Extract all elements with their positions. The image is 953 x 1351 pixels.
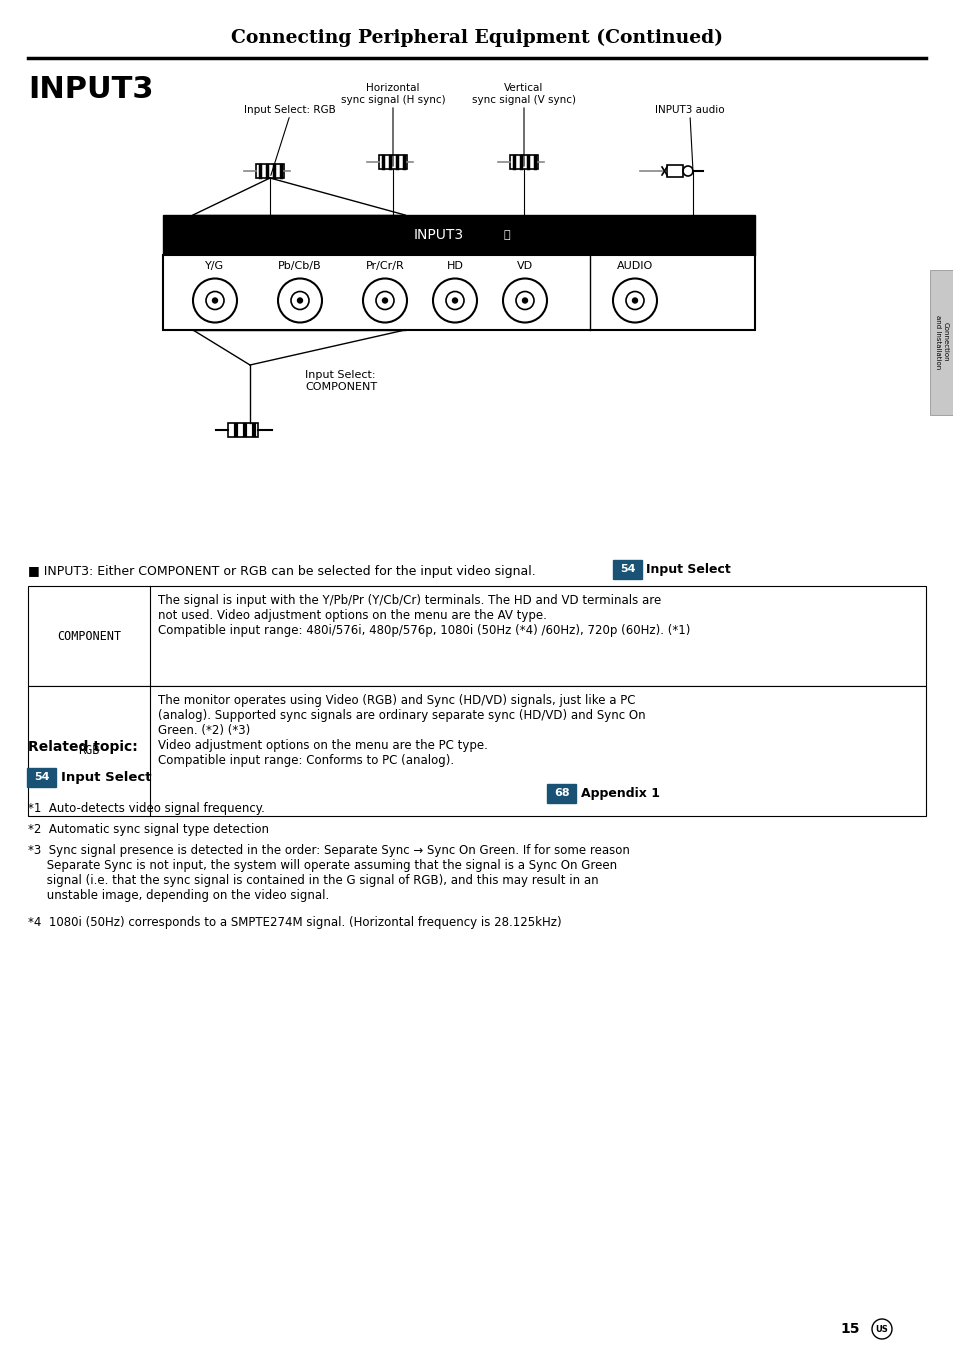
Text: HD: HD [446, 261, 463, 272]
Circle shape [297, 299, 302, 303]
Text: US: US [875, 1324, 887, 1333]
Circle shape [213, 299, 217, 303]
Bar [255, 163, 284, 178]
Text: INPUT3: INPUT3 [414, 228, 463, 242]
Bar [378, 155, 407, 169]
Circle shape [632, 299, 637, 303]
Text: INPUT3 audio: INPUT3 audio [655, 105, 724, 115]
Bar [510, 155, 537, 169]
Text: Input Select: RGB: Input Select: RGB [244, 105, 335, 115]
Text: *3  Sync signal presence is detected in the order: Separate Sync → Sync On Green: *3 Sync signal presence is detected in t… [28, 844, 629, 902]
Text: 68: 68 [554, 788, 569, 798]
Text: The signal is input with the Y/Pb/Pr (Y/Cb/Cr) terminals. The HD and VD terminal: The signal is input with the Y/Pb/Pr (Y/… [158, 594, 690, 638]
Text: VD: VD [517, 261, 533, 272]
Text: Pr/Cr/R: Pr/Cr/R [365, 261, 404, 272]
Bar [929, 270, 953, 415]
Bar [666, 165, 682, 177]
Bar [163, 255, 754, 330]
Text: Y/G: Y/G [205, 261, 224, 272]
Text: RGB: RGB [78, 744, 99, 758]
Text: 54: 54 [34, 771, 50, 782]
Text: Horizontal
sync signal (H sync): Horizontal sync signal (H sync) [340, 84, 445, 105]
Text: Input Select: Input Select [61, 770, 152, 784]
Text: *2  Automatic sync signal type detection: *2 Automatic sync signal type detection [28, 823, 269, 836]
Text: 15: 15 [840, 1323, 859, 1336]
Text: Input Select: Input Select [645, 562, 730, 576]
Text: AUDIO: AUDIO [617, 261, 653, 272]
Text: Appendix 1: Appendix 1 [580, 786, 659, 800]
Text: Input Select:
COMPONENT: Input Select: COMPONENT [305, 370, 376, 392]
Text: The monitor operates using Video (RGB) and Sync (HD/VD) signals, just like a PC
: The monitor operates using Video (RGB) a… [158, 694, 645, 767]
Bar [28, 686, 925, 816]
Text: INPUT3: INPUT3 [28, 76, 153, 104]
Bar [228, 423, 257, 436]
Text: Pb/Cb/B: Pb/Cb/B [278, 261, 321, 272]
Text: 🔒: 🔒 [503, 230, 510, 240]
FancyBboxPatch shape [613, 559, 641, 578]
Text: ■ INPUT3: Either COMPONENT or RGB can be selected for the input video signal.: ■ INPUT3: Either COMPONENT or RGB can be… [28, 565, 536, 578]
Text: 54: 54 [619, 563, 635, 574]
Circle shape [522, 299, 527, 303]
Text: *1  Auto-detects video signal frequency.: *1 Auto-detects video signal frequency. [28, 802, 265, 815]
Bar [163, 215, 754, 255]
Text: Connecting Peripheral Equipment (Continued): Connecting Peripheral Equipment (Continu… [231, 28, 722, 47]
Text: Related topic:: Related topic: [28, 740, 137, 754]
Text: Connection
and Installation: Connection and Installation [935, 315, 947, 369]
FancyBboxPatch shape [547, 784, 576, 802]
FancyBboxPatch shape [28, 767, 56, 786]
Text: *4  1080i (50Hz) corresponds to a SMPTE274M signal. (Horizontal frequency is 28.: *4 1080i (50Hz) corresponds to a SMPTE27… [28, 916, 561, 929]
Text: COMPONENT: COMPONENT [57, 630, 121, 643]
Bar [28, 586, 925, 686]
Text: Vertical
sync signal (V sync): Vertical sync signal (V sync) [472, 84, 576, 105]
Circle shape [452, 299, 457, 303]
Circle shape [382, 299, 387, 303]
